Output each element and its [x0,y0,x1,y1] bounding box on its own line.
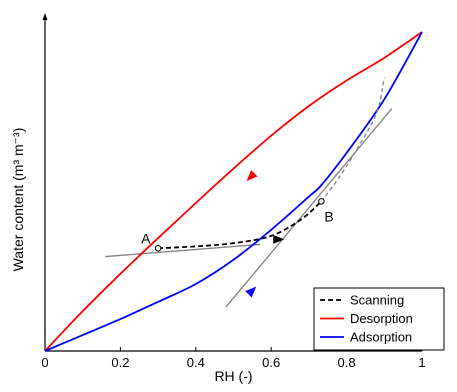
scanning-arrow-icon [273,234,285,244]
x-tick-label: 0.6 [262,355,280,370]
x-axis-label: RH (-) [214,368,252,384]
desorption-arrow-icon [246,170,258,182]
point-a-marker [154,244,162,252]
tangent-line [105,243,260,258]
legend-label-adsorption: Adsorption [350,330,412,345]
extension-curve [320,77,385,202]
legend-label-scanning: Scanning [350,293,404,308]
x-tick-label: 1 [418,355,425,370]
adsorption-curve [44,31,423,352]
x-tick-label: 0.8 [338,355,356,370]
x-tick-label: 0.2 [111,355,129,370]
scanning-curve [158,200,322,250]
x-tick-label: 0 [41,355,48,370]
point-b-label: B [324,208,333,224]
desorption-curve [44,31,423,352]
plot-area: 0 0.2 0.4 0.6 0.8 1 RH (-) Water content (m³ m⁻… [10,13,445,384]
tangent-line [225,108,393,308]
adsorption-arrow-icon [245,286,257,298]
x-tick-label: 0.4 [187,355,205,370]
y-axis-arrowhead [42,13,48,20]
y-axis-label: Water content (m³ m⁻³) [10,128,26,272]
point-b-marker [318,198,325,205]
point-a-label: A [141,230,151,246]
legend-label-desorption: Desorption [350,311,413,326]
